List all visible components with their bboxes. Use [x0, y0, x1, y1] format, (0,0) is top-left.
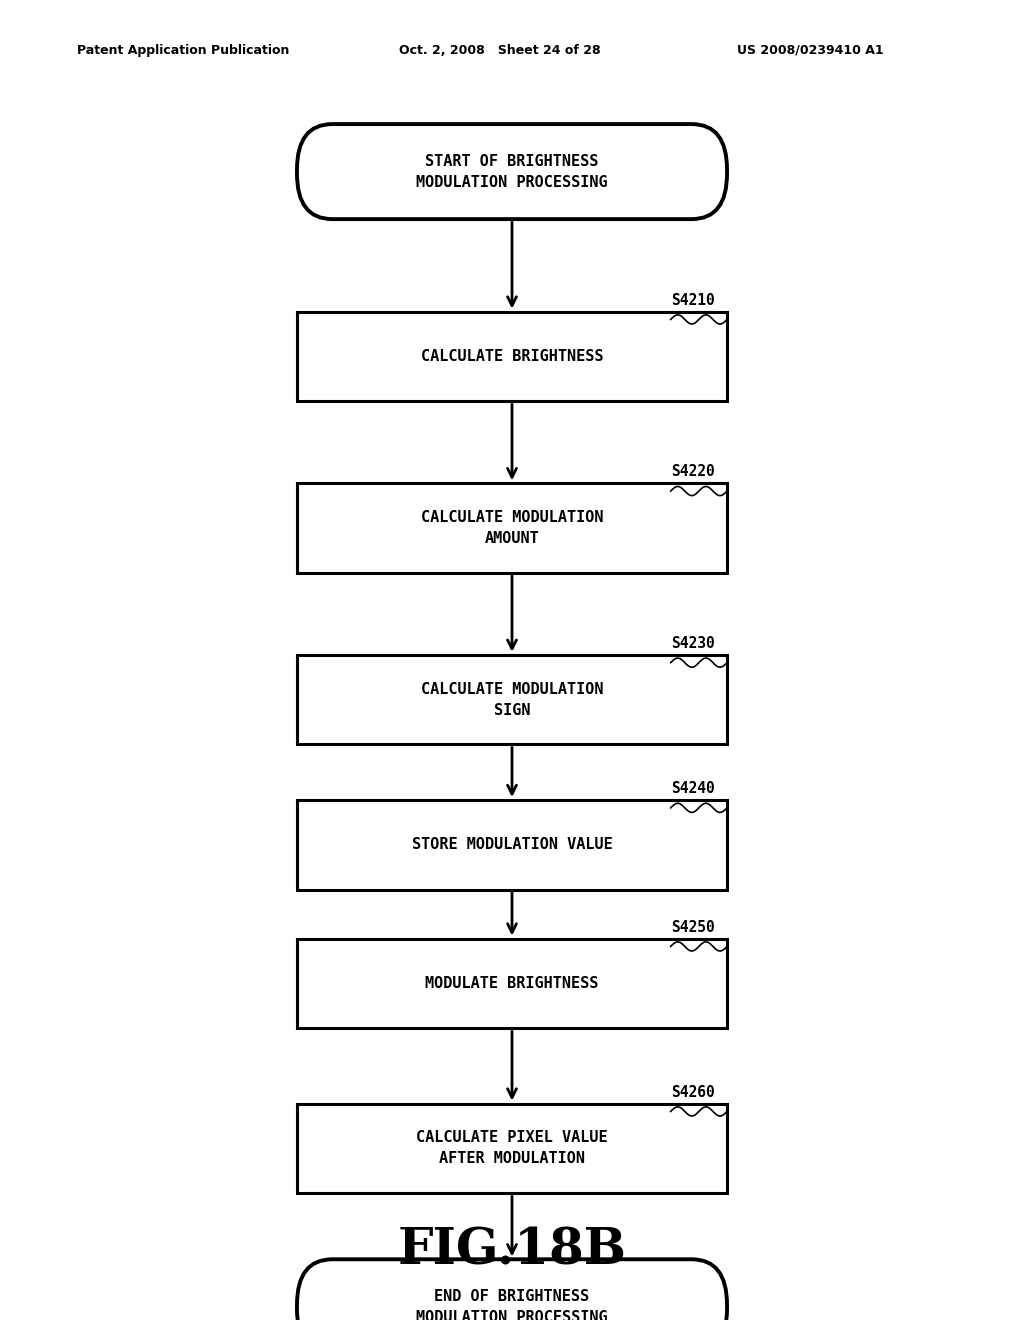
Text: Oct. 2, 2008   Sheet 24 of 28: Oct. 2, 2008 Sheet 24 of 28 [399, 44, 601, 57]
Bar [297, 800, 727, 890]
Text: CALCULATE MODULATION
SIGN: CALCULATE MODULATION SIGN [421, 681, 603, 718]
Text: STORE MODULATION VALUE: STORE MODULATION VALUE [412, 837, 612, 853]
Text: S4250: S4250 [671, 920, 715, 935]
FancyBboxPatch shape [297, 1259, 727, 1320]
Text: START OF BRIGHTNESS
MODULATION PROCESSING: START OF BRIGHTNESS MODULATION PROCESSIN… [416, 153, 608, 190]
Bar [297, 312, 727, 401]
Text: FIG.18B: FIG.18B [397, 1226, 627, 1276]
Text: S4210: S4210 [671, 293, 715, 308]
FancyBboxPatch shape [297, 124, 727, 219]
Bar [297, 483, 727, 573]
Text: S4240: S4240 [671, 781, 715, 796]
Text: CALCULATE BRIGHTNESS: CALCULATE BRIGHTNESS [421, 348, 603, 364]
Text: MODULATE BRIGHTNESS: MODULATE BRIGHTNESS [425, 975, 599, 991]
Text: CALCULATE PIXEL VALUE
AFTER MODULATION: CALCULATE PIXEL VALUE AFTER MODULATION [416, 1130, 608, 1167]
Text: CALCULATE MODULATION
AMOUNT: CALCULATE MODULATION AMOUNT [421, 510, 603, 546]
Text: Patent Application Publication: Patent Application Publication [77, 44, 289, 57]
Bar [297, 655, 727, 744]
Bar [297, 939, 727, 1028]
Text: S4230: S4230 [671, 636, 715, 651]
Text: S4260: S4260 [671, 1085, 715, 1100]
Text: S4220: S4220 [671, 465, 715, 479]
Text: US 2008/0239410 A1: US 2008/0239410 A1 [737, 44, 884, 57]
Bar [297, 1104, 727, 1193]
Text: END OF BRIGHTNESS
MODULATION PROCESSING: END OF BRIGHTNESS MODULATION PROCESSING [416, 1288, 608, 1320]
